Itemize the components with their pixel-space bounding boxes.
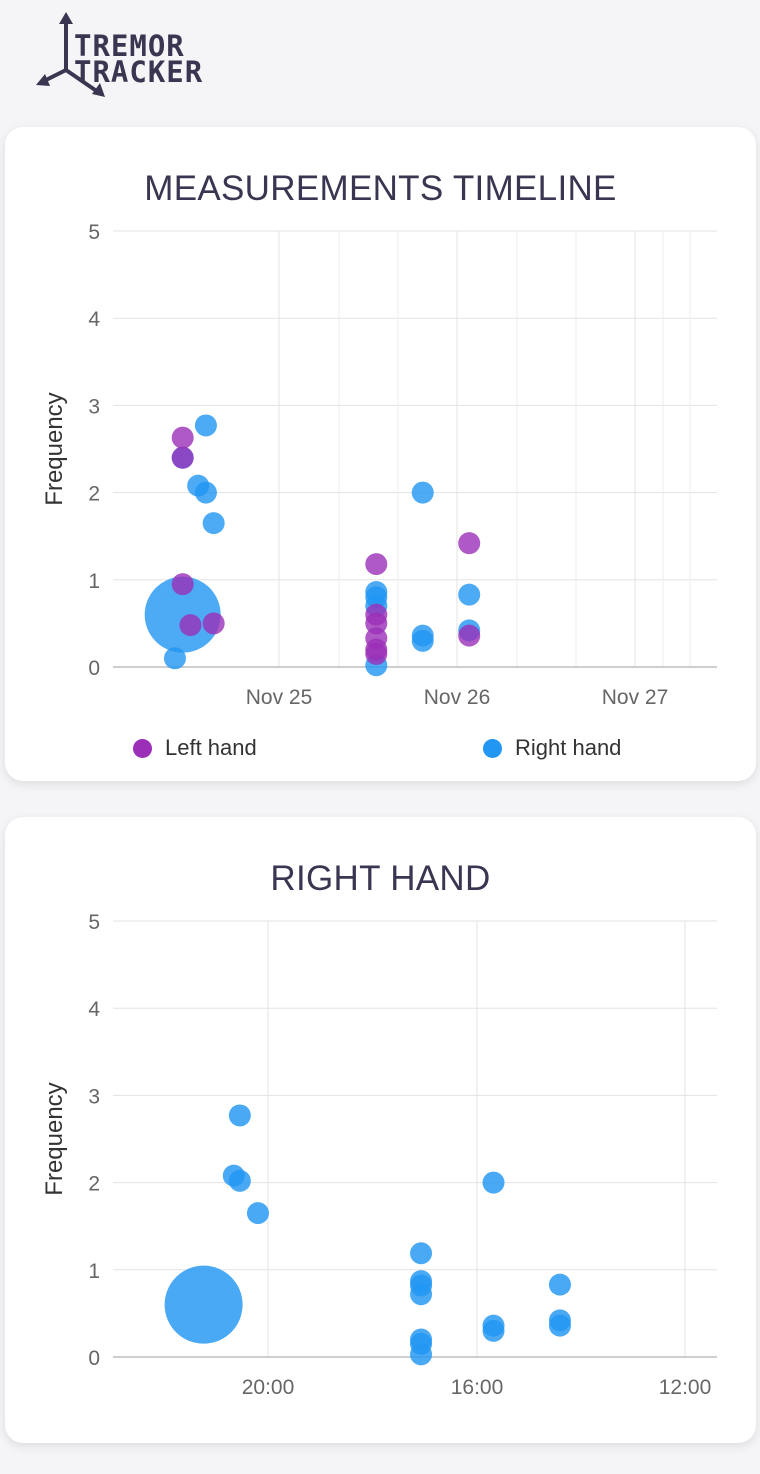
x-tick-label: Nov 25	[246, 686, 313, 709]
legend-right-hand[interactable]: Right hand	[483, 733, 621, 763]
right-hand-point	[411, 481, 434, 504]
x-tick-label: 16:00	[451, 1376, 504, 1399]
right-hand-point	[411, 629, 434, 652]
right-hand-point	[548, 1314, 571, 1337]
right-hand-point	[144, 576, 221, 653]
measurements-timeline-card: 0 1 2 3 4 5 Nov 25 Nov 26 Nov 27 Frequency MEASUR…	[5, 127, 756, 781]
right-hand-chart[interactable]: 0 1 2 3 4 5 20:00 16:00 12:00 Frequency	[5, 817, 756, 1443]
logo-text-line1: TREMOR	[74, 29, 185, 63]
tremor-tracker-logo[interactable]: TREMOR TRACKER	[34, 10, 304, 102]
y-tick-label: 0	[88, 1347, 100, 1370]
chart-title: RIGHT HAND	[270, 859, 491, 898]
left-hand-point	[365, 553, 388, 576]
y-tick-label: 3	[88, 395, 100, 418]
y-tick-label: 4	[88, 308, 100, 331]
right-hand-point	[202, 512, 225, 535]
left-hand-point	[179, 614, 202, 637]
chart-title: MEASUREMENTS TIMELINE	[144, 169, 617, 208]
measurements-timeline-chart[interactable]: 0 1 2 3 4 5 Nov 25 Nov 26 Nov 27 Frequency	[5, 127, 756, 781]
legend-left-hand-dot	[133, 738, 152, 758]
y-tick-label: 1	[88, 570, 100, 593]
y-tick-label: 2	[88, 1173, 100, 1196]
legend-left-hand[interactable]: Left hand	[133, 733, 257, 763]
y-axis-label: Frequency	[41, 392, 68, 505]
right-hand-point	[194, 414, 217, 437]
right-hand-point	[163, 647, 186, 670]
legend-right-hand-dot	[483, 738, 502, 758]
right-hand-card: 0 1 2 3 4 5 20:00 16:00 12:00 Frequency RIGHT HAN…	[5, 817, 756, 1443]
legend-left-hand-label: Left hand	[165, 735, 257, 760]
right-hand-point	[164, 1265, 243, 1344]
y-tick-label: 2	[88, 483, 100, 506]
logo-text-line2: TRACKER	[74, 55, 204, 89]
left-hand-point	[458, 532, 481, 555]
y-tick-label: 5	[88, 221, 100, 244]
y-tick-label: 5	[88, 911, 100, 934]
left-hand-point	[458, 624, 481, 647]
x-tick-label: Nov 27	[602, 686, 669, 709]
y-tick-label: 1	[88, 1260, 100, 1283]
logo-axes-icon	[36, 12, 105, 97]
right-hand-point	[410, 1283, 433, 1306]
x-tick-label: 20:00	[242, 1376, 295, 1399]
left-hand-point	[171, 446, 194, 469]
right-hand-point	[410, 1343, 433, 1366]
left-hand-point	[202, 612, 225, 635]
y-axis-label: Frequency	[41, 1082, 68, 1195]
y-tick-label: 0	[88, 657, 100, 680]
left-hand-point	[365, 642, 388, 665]
right-hand-point	[548, 1273, 571, 1296]
left-hand-point	[171, 573, 194, 596]
right-hand-point	[458, 583, 481, 606]
right-hand-point	[482, 1319, 505, 1342]
y-tick-label: 4	[88, 998, 100, 1021]
right-hand-point	[410, 1242, 433, 1265]
right-hand-point	[228, 1169, 251, 1192]
right-hand-point	[228, 1104, 251, 1127]
left-hand-point	[171, 426, 194, 449]
legend-right-hand-label: Right hand	[515, 735, 622, 760]
right-hand-point	[246, 1202, 269, 1225]
y-tick-label: 3	[88, 1085, 100, 1108]
right-hand-point	[482, 1171, 505, 1194]
app-header: TREMOR TRACKER	[0, 0, 760, 118]
x-tick-label: Nov 26	[424, 686, 491, 709]
x-tick-label: 12:00	[659, 1376, 712, 1399]
right-hand-point	[194, 481, 217, 504]
